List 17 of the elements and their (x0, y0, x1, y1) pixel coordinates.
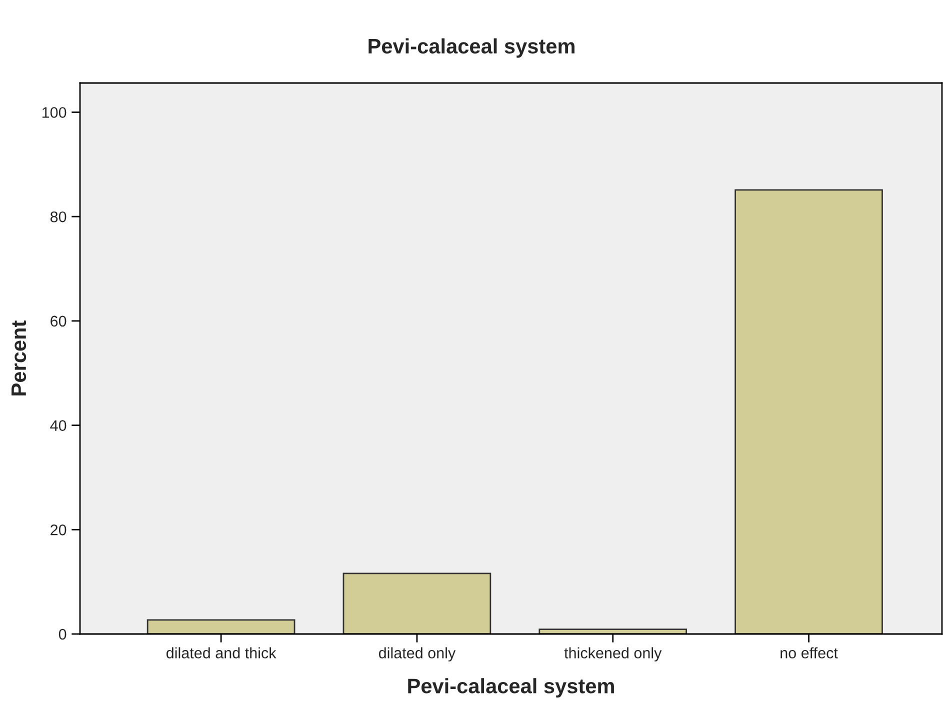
y-tick-label: 0 (58, 628, 66, 640)
x-tick-label: dilated and thick (166, 647, 276, 658)
y-tick-label: 100 (42, 107, 66, 118)
bar (734, 189, 883, 634)
chart-title: Pevi-calaceal system (368, 38, 574, 58)
x-tick-label: no effect (780, 647, 838, 658)
bar (538, 628, 688, 634)
y-tick-label: 20 (50, 524, 66, 536)
bar (342, 572, 492, 634)
y-tick-label: 80 (50, 211, 66, 222)
y-tick-label: 60 (50, 316, 66, 327)
x-axis-title: Pevi-calaceal system (408, 678, 614, 698)
y-axis-title: Percent (12, 320, 26, 396)
x-tick-label: thickened only (564, 647, 662, 662)
bar (146, 619, 296, 634)
y-tick-label: 40 (50, 420, 66, 431)
x-tick-label: dilated only (378, 647, 456, 662)
